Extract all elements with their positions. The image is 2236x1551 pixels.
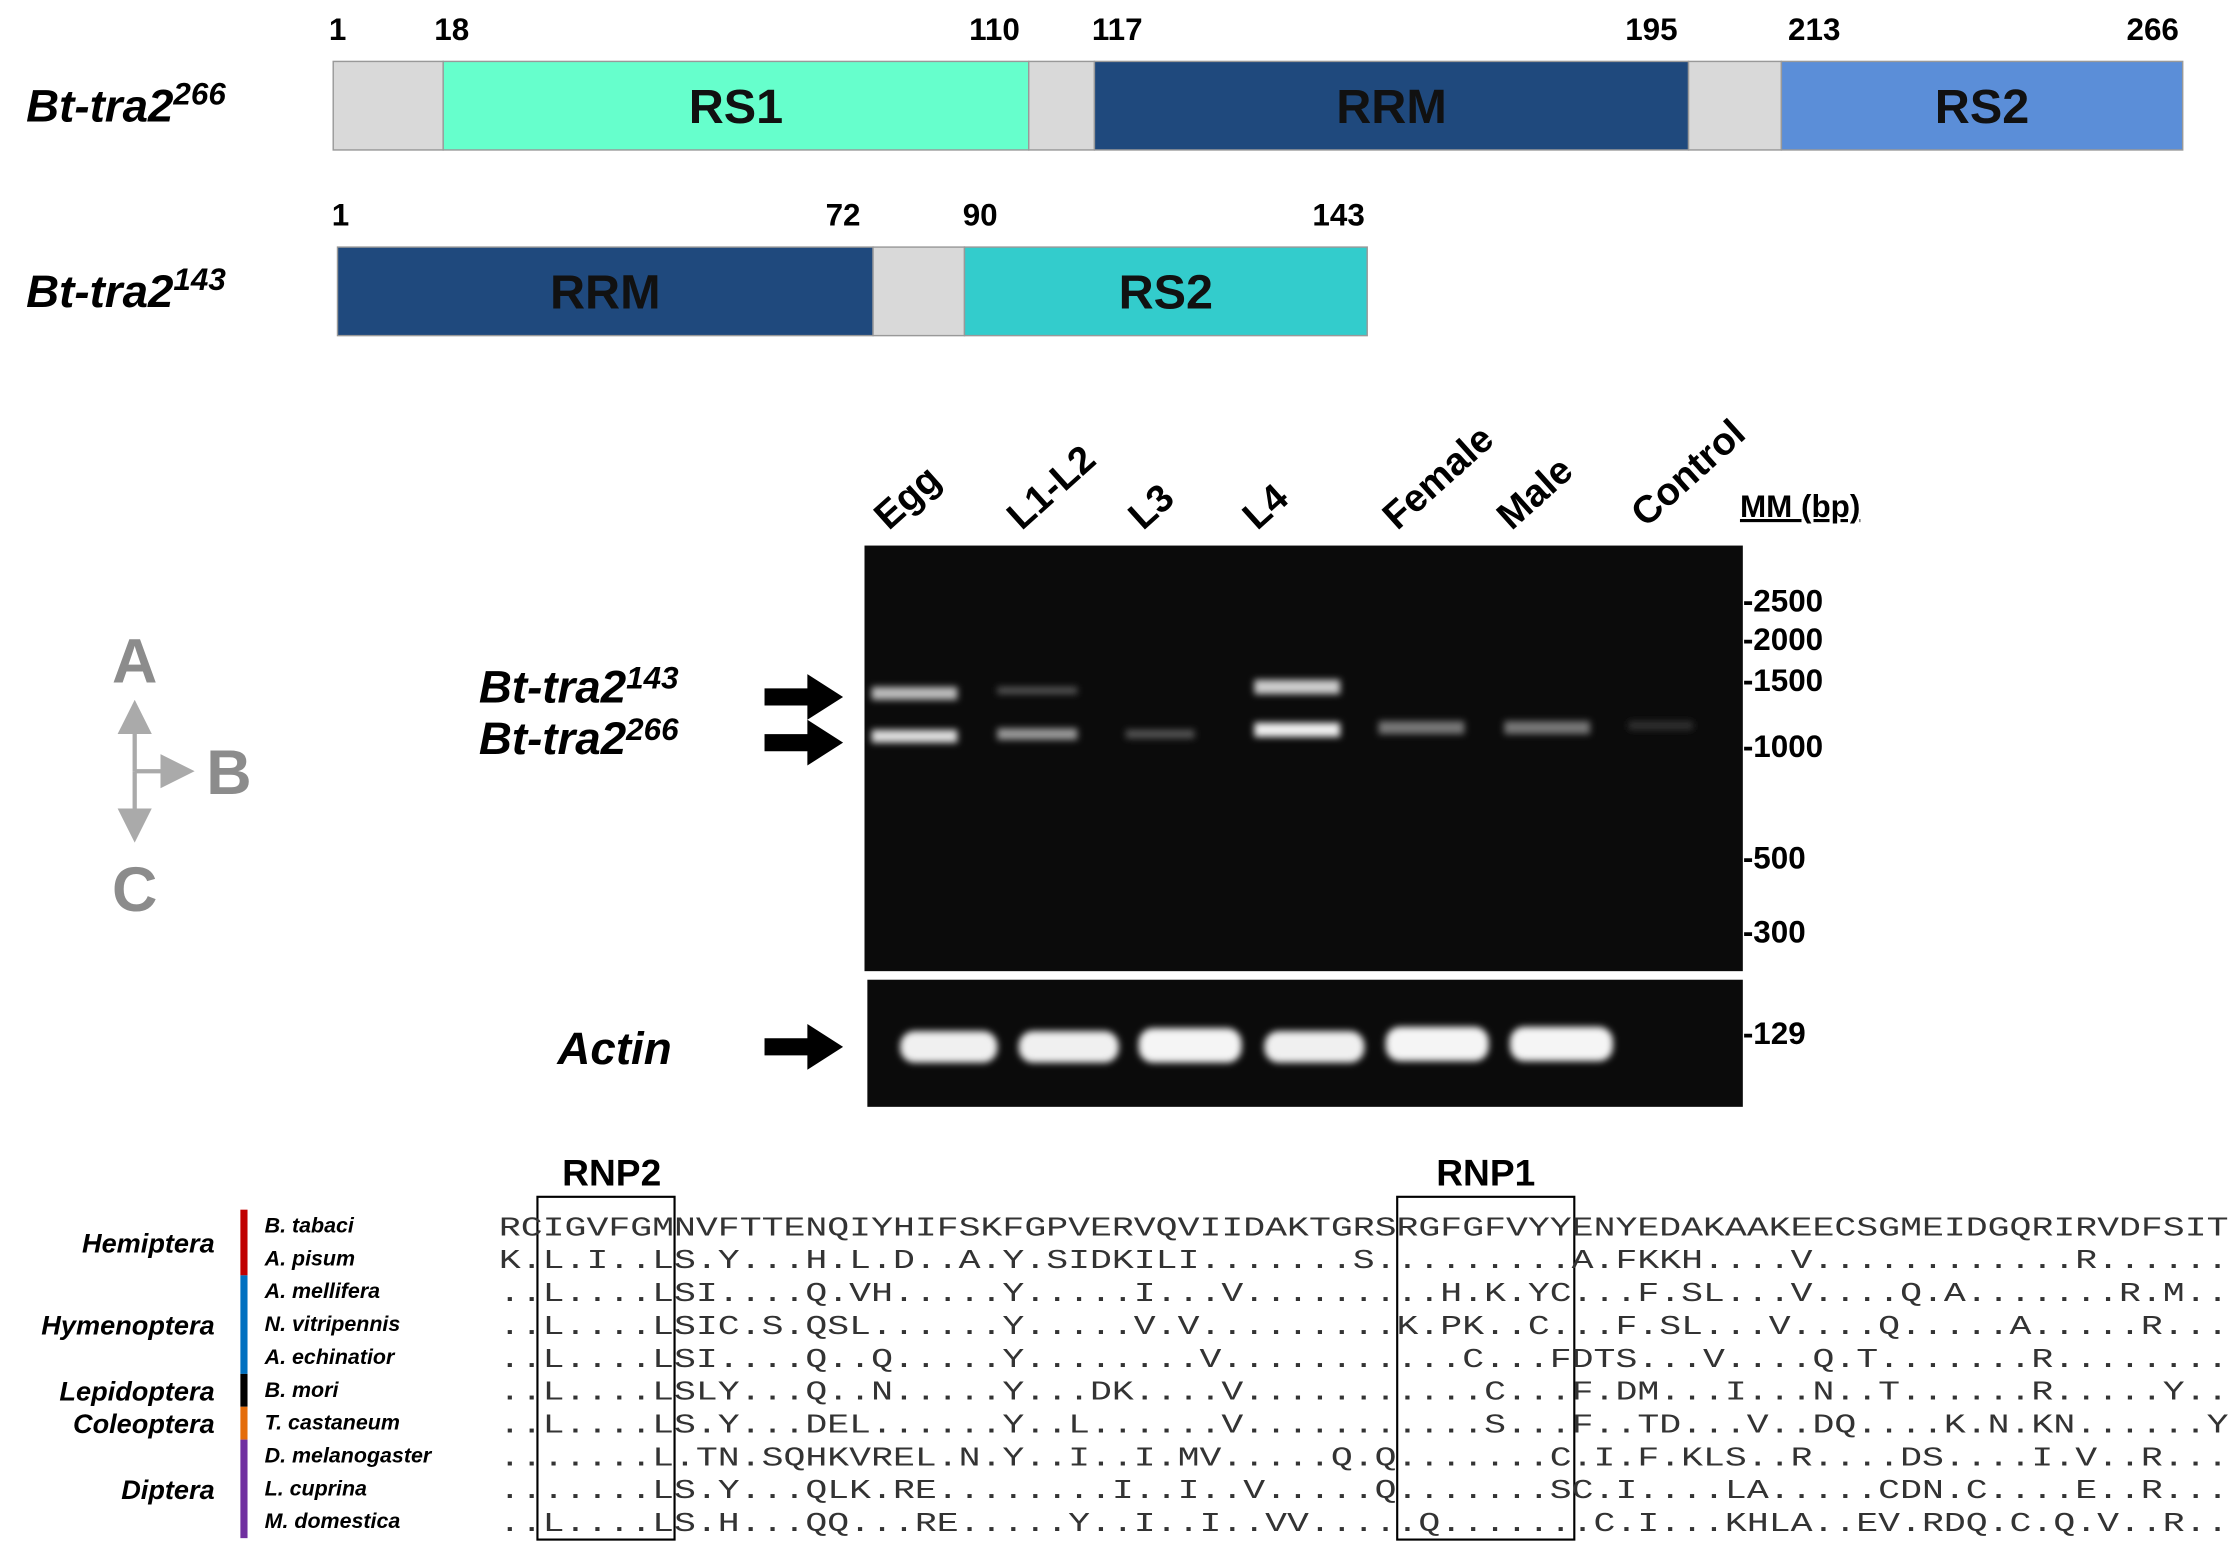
order-bar: [240, 1373, 248, 1407]
lane-label: L4: [1234, 476, 1297, 538]
species-label: A. echinatior: [264, 1345, 396, 1369]
position-label: 72: [826, 198, 861, 233]
motif-box: [536, 1195, 676, 1541]
order-bar: [240, 1439, 248, 1539]
sequence: ..L....LSLY...Q..N.....Y...DK....V......…: [499, 1378, 2236, 1409]
gene-superscript: 266: [172, 76, 226, 111]
gene-label: Bt-tra2266: [26, 76, 226, 131]
orientation-label: C: [112, 855, 157, 925]
marker-label: -300: [1743, 915, 1806, 950]
sequence: ..L....LSI....Q.VH.....Y.....I...V......…: [499, 1279, 2236, 1310]
orientation-label: B: [206, 738, 251, 808]
gene-label: Bt-tra2143: [26, 262, 226, 317]
band-arrows: [764, 674, 844, 1070]
domain-label: RRM: [1336, 80, 1447, 134]
position-label: 18: [434, 12, 469, 47]
band-label: Bt-tra2266: [479, 712, 679, 764]
motif-label: RNP2: [562, 1151, 661, 1193]
domain-label: RRM: [550, 265, 661, 319]
lane-label: Egg: [866, 457, 949, 538]
domain-block: [1780, 60, 2184, 151]
sequence: .......L.TN.SQHKVREL.N.Y..I..I.MV.....Q.…: [499, 1443, 2236, 1474]
band-label: Actin: [556, 1023, 671, 1074]
gene-name: Bt-tra2: [26, 266, 173, 317]
position-label: 213: [1788, 12, 1840, 47]
sequence: K.L.I..LS.Y...H.L.D..A.Y.SIDKILI.......S…: [499, 1246, 2236, 1277]
order-label: Hymenoptera: [41, 1310, 214, 1341]
gel-bands: [871, 679, 1693, 1063]
orientation-arrows: [117, 699, 195, 843]
order-label: Hemiptera: [82, 1228, 215, 1259]
motif-box: [1396, 1195, 1576, 1541]
lane-label: Male: [1489, 449, 1581, 538]
domain-block: [1687, 60, 1783, 151]
marker-label: -1000: [1743, 729, 1823, 764]
gel-panel: [864, 545, 1743, 972]
motif-label: RNP1: [1436, 1151, 1535, 1193]
species-label: B. tabaci: [265, 1214, 355, 1238]
species-label: L. cuprina: [265, 1476, 367, 1500]
sequence: ..L....LSIC.S.QSL......Y.....V.V........…: [499, 1312, 2236, 1343]
species-label: M. domestica: [265, 1509, 401, 1533]
species-label: N. vitripennis: [265, 1312, 401, 1336]
lane-label: L3: [1120, 476, 1182, 538]
domain-block: [442, 60, 1030, 151]
gene-superscript: 143: [173, 262, 226, 297]
domain-block: [336, 246, 874, 337]
marker-label: -1500: [1743, 663, 1823, 698]
marker-label: -2500: [1743, 583, 1823, 618]
order-bar: [240, 1275, 248, 1374]
species-label: A. pisum: [264, 1246, 355, 1270]
species-label: A. mellifera: [264, 1279, 380, 1303]
sequence: ..L....LS.H...QQ...RE.....Y..I..I..VV...…: [499, 1509, 2236, 1540]
position-label: 143: [1312, 198, 1364, 233]
gene-name: Bt-tra2: [26, 80, 173, 131]
species-label: T. castaneum: [265, 1411, 400, 1435]
position-label: 266: [2127, 12, 2179, 47]
species-label: B. mori: [265, 1378, 340, 1402]
domain-block: [332, 60, 444, 151]
position-label: 117: [1092, 12, 1143, 47]
domain-block: [963, 246, 1368, 337]
sequence: RCIGVFGMNVFTTENQIYHIFSKFGPVERVQVIIDAKTGR…: [499, 1213, 2229, 1244]
orientation-label: A: [112, 627, 157, 697]
lane-label: Control: [1623, 411, 1754, 535]
marker-title: MM (bp): [1740, 489, 1860, 524]
domain-label: RS1: [689, 80, 783, 134]
species-label: D. melanogaster: [265, 1443, 433, 1467]
order-bar: [240, 1209, 248, 1276]
marker-label: -500: [1743, 840, 1806, 875]
position-label: 195: [1625, 12, 1677, 47]
domain-block: [872, 246, 966, 337]
sequence: .......LS.Y...QLK.RE........I..I..V.....…: [499, 1476, 2236, 1507]
sequence: ..L....LS.Y...DEL......Y..L......V......…: [499, 1410, 2236, 1441]
domain-label: RS2: [1935, 80, 2029, 134]
order-label: Lepidoptera: [59, 1375, 214, 1406]
order-bar: [240, 1406, 248, 1440]
marker-label: -2000: [1743, 622, 1823, 657]
band-label: Bt-tra2143: [479, 660, 679, 712]
domain-label: RS2: [1119, 265, 1213, 319]
order-label: Diptera: [121, 1474, 214, 1505]
position-label: 90: [963, 198, 998, 233]
order-label: Coleoptera: [73, 1408, 215, 1439]
domain-block: [1028, 60, 1096, 151]
lane-label: Female: [1374, 417, 1501, 538]
position-label: 1: [329, 12, 346, 47]
lane-label: L1-L2: [999, 437, 1104, 538]
sequence: ..L....LSI....Q..Q.....Y........V.......…: [499, 1345, 2236, 1376]
position-label: 110: [969, 12, 1020, 47]
marker-label: -129: [1743, 1016, 1806, 1051]
position-label: 1: [332, 198, 349, 233]
